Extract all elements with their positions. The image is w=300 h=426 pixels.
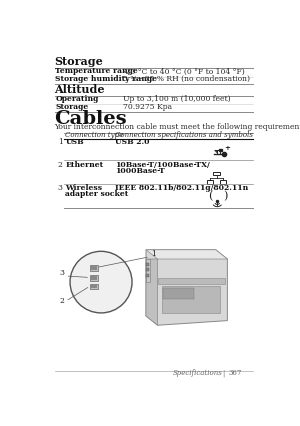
Polygon shape bbox=[146, 259, 158, 325]
Text: Up to 3,100 m (10,000 feet): Up to 3,100 m (10,000 feet) bbox=[123, 95, 230, 103]
Bar bbox=[146, 273, 149, 277]
Circle shape bbox=[70, 251, 132, 313]
Bar bbox=[90, 265, 98, 271]
Polygon shape bbox=[146, 250, 227, 325]
Text: 2: 2 bbox=[59, 297, 64, 305]
Text: 10Base-T/100Base-TX/: 10Base-T/100Base-TX/ bbox=[115, 161, 210, 169]
Text: -20 °C to 40 °C (0 °F to 104 °F): -20 °C to 40 °C (0 °F to 104 °F) bbox=[123, 67, 244, 75]
Text: USB 2.0: USB 2.0 bbox=[115, 138, 149, 146]
Bar bbox=[90, 284, 98, 289]
Bar bbox=[213, 172, 220, 175]
Text: Ethernet: Ethernet bbox=[65, 161, 104, 169]
Text: 1: 1 bbox=[152, 250, 156, 258]
Bar bbox=[146, 263, 149, 266]
Text: (: ( bbox=[208, 191, 212, 201]
Bar bbox=[158, 278, 225, 285]
Text: ): ) bbox=[224, 191, 228, 201]
Bar bbox=[163, 288, 194, 299]
Bar bbox=[88, 261, 100, 299]
Bar bbox=[207, 181, 213, 184]
Text: 1000Base-T: 1000Base-T bbox=[115, 167, 165, 175]
Text: 2: 2 bbox=[58, 161, 62, 169]
Bar bbox=[146, 259, 150, 282]
Bar bbox=[220, 181, 226, 184]
Bar bbox=[91, 276, 97, 280]
Text: USB: USB bbox=[65, 138, 84, 146]
Text: Altitude: Altitude bbox=[55, 83, 105, 95]
Text: Temperature range: Temperature range bbox=[55, 67, 138, 75]
Bar bbox=[219, 149, 222, 151]
Bar bbox=[146, 268, 149, 271]
Text: Storage: Storage bbox=[55, 103, 88, 111]
Text: 3: 3 bbox=[59, 269, 64, 277]
Text: +: + bbox=[224, 145, 230, 152]
Text: 70.9275 Kpa: 70.9275 Kpa bbox=[123, 103, 172, 111]
Text: Storage humidity range: Storage humidity range bbox=[55, 75, 157, 83]
Text: 367: 367 bbox=[228, 369, 242, 377]
Text: Your interconnection cable must meet the following requirements.: Your interconnection cable must meet the… bbox=[55, 123, 300, 131]
Text: Storage: Storage bbox=[55, 56, 103, 67]
Bar bbox=[91, 285, 97, 288]
Bar bbox=[161, 286, 220, 313]
Text: Specifications: Specifications bbox=[173, 369, 223, 377]
Text: Wireless: Wireless bbox=[65, 184, 103, 192]
Text: 3: 3 bbox=[58, 184, 63, 192]
Text: 1: 1 bbox=[58, 138, 62, 146]
Polygon shape bbox=[146, 250, 227, 259]
Text: Connection specifications and symbols: Connection specifications and symbols bbox=[115, 131, 253, 139]
Bar bbox=[91, 266, 97, 270]
Text: Cables: Cables bbox=[55, 109, 127, 127]
Text: Connection type: Connection type bbox=[65, 131, 124, 139]
Text: Operating: Operating bbox=[55, 95, 99, 103]
Text: IEEE 802.11b/802.11g/802.11n: IEEE 802.11b/802.11g/802.11n bbox=[115, 184, 248, 192]
Bar bbox=[90, 275, 98, 281]
Text: 5 % - 85 % RH (no condensation): 5 % - 85 % RH (no condensation) bbox=[123, 75, 250, 83]
Text: |: | bbox=[222, 369, 224, 377]
Text: adapter socket: adapter socket bbox=[65, 190, 129, 198]
